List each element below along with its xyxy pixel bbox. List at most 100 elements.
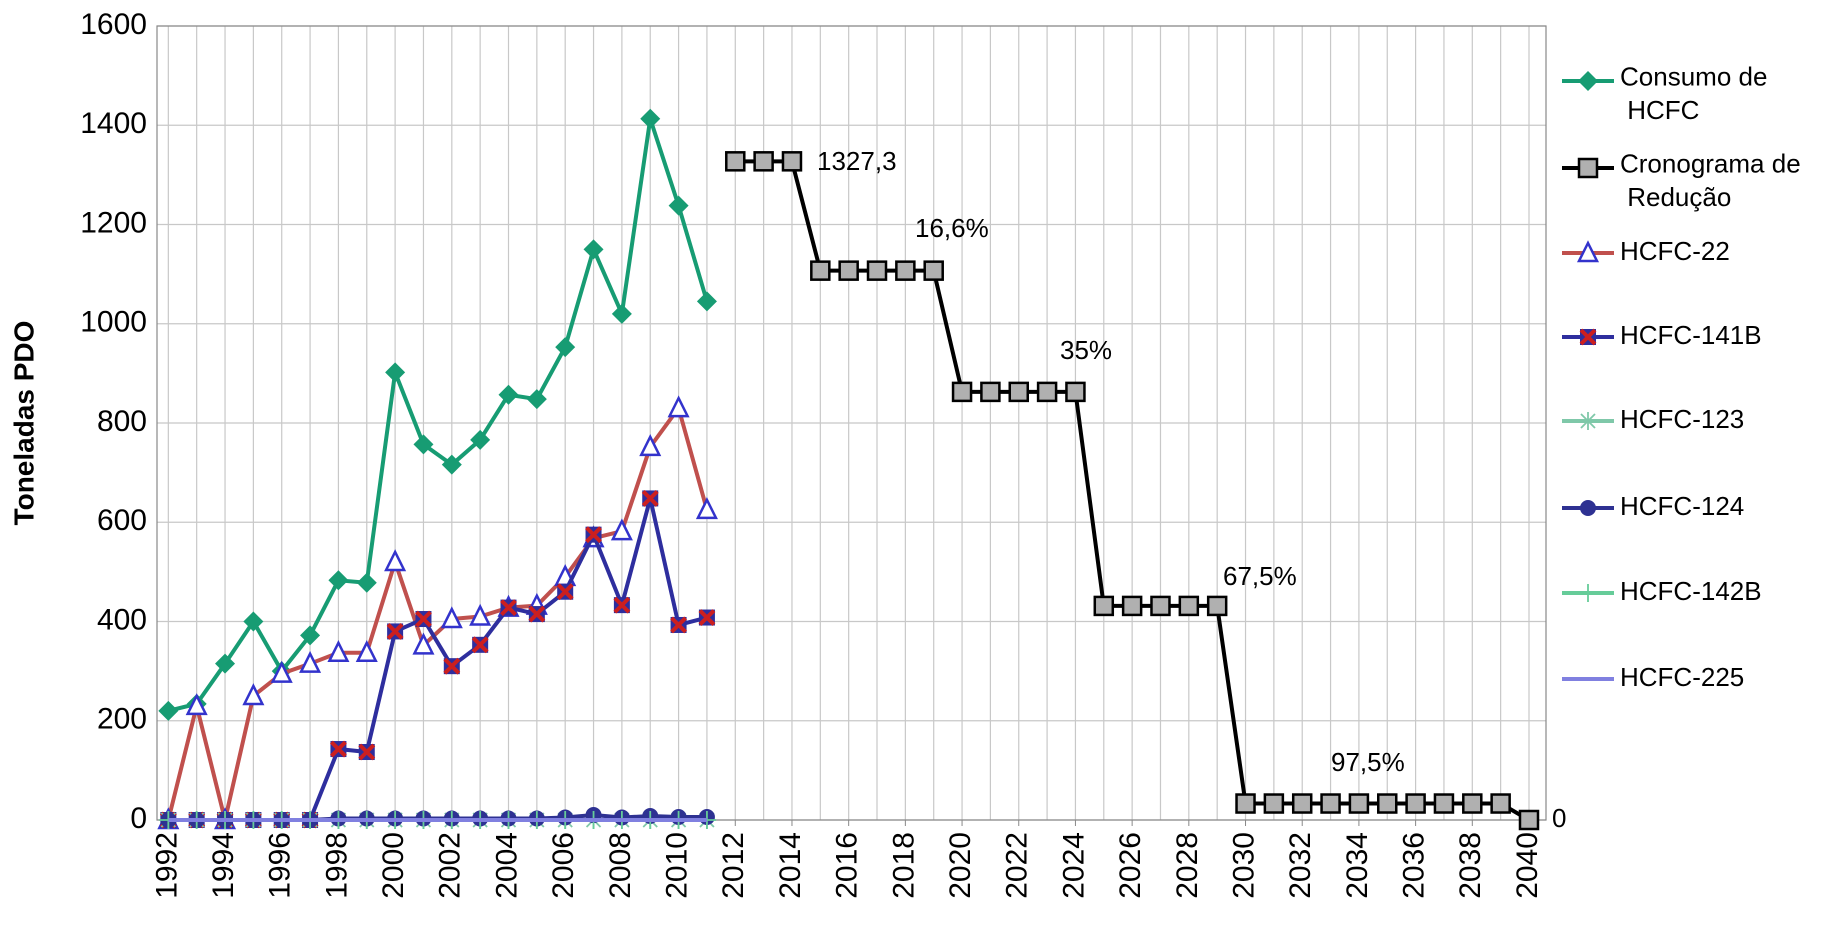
marker (242, 683, 265, 706)
marker (1178, 595, 1200, 617)
x-tick-label: 2026 (1114, 832, 1147, 899)
marker (330, 740, 347, 758)
x-tick-label: 1992 (150, 832, 183, 899)
y-tick-label: 1200 (80, 206, 147, 239)
marker (670, 616, 687, 634)
marker (158, 700, 179, 721)
marker (555, 337, 576, 358)
marker (440, 606, 463, 629)
legend-marker (1579, 412, 1597, 430)
y-tick-label: 600 (97, 504, 147, 537)
x-tick-label: 2002 (434, 832, 467, 899)
y-tick-label: 1600 (80, 8, 147, 41)
marker (355, 639, 378, 663)
x-tick-label: 2030 (1227, 832, 1260, 899)
x-tick-label: 1998 (320, 832, 353, 899)
marker (725, 151, 746, 172)
annotation: 1327,3 (817, 146, 897, 176)
legend-marker (1576, 240, 1600, 263)
legend-marker (1579, 328, 1597, 346)
marker (585, 526, 602, 544)
marker (1065, 381, 1086, 403)
marker (1433, 793, 1455, 814)
marker (413, 434, 434, 455)
marker (358, 743, 376, 761)
marker (415, 610, 432, 628)
marker (526, 389, 547, 410)
y-tick-label: 0 (130, 802, 147, 835)
marker (980, 381, 1001, 403)
marker (556, 583, 574, 601)
x-tick-label: 1994 (207, 832, 240, 899)
y-tick-label: 1400 (80, 107, 147, 140)
x-tick-label: 2024 (1057, 832, 1090, 899)
x-tick-label: 2004 (490, 832, 523, 899)
marker-cross (585, 526, 602, 544)
marker (611, 303, 632, 324)
marker (1008, 381, 1029, 403)
x-tick-label: 2018 (887, 832, 920, 899)
marker (528, 605, 546, 623)
marker (641, 490, 659, 507)
marker (781, 151, 803, 172)
marker (866, 260, 888, 281)
marker (1462, 793, 1483, 814)
marker (610, 518, 633, 541)
legend-label: HCFC-22 (1620, 236, 1730, 266)
marker (1150, 595, 1171, 617)
legend-label: Cronograma de Redução (1620, 148, 1801, 212)
marker (613, 596, 631, 614)
legend-label: HCFC-141B (1620, 320, 1762, 350)
x-tick-label: 1996 (264, 832, 297, 899)
marker (243, 611, 264, 632)
marker (185, 693, 208, 716)
x-tick-label: 2016 (831, 832, 864, 899)
marker (1121, 595, 1143, 617)
marker (1377, 793, 1398, 814)
marker (1036, 381, 1058, 403)
annotation: 97,5% (1331, 747, 1405, 777)
marker (215, 653, 236, 674)
series-line (167, 116, 709, 713)
x-tick-label: 2034 (1341, 832, 1374, 899)
legend-label: Consumo de HCFC (1620, 61, 1767, 125)
legend-marker (1577, 157, 1599, 179)
marker (270, 660, 293, 683)
marker (696, 291, 717, 312)
marker-cross (556, 583, 574, 601)
marker (583, 239, 604, 260)
x-tick-label: 2010 (661, 832, 694, 899)
marker (1490, 793, 1511, 814)
marker (386, 623, 404, 640)
marker (1235, 793, 1256, 814)
marker (385, 362, 406, 383)
marker (1320, 793, 1341, 814)
legend-marker (1578, 71, 1598, 91)
marker (838, 260, 859, 281)
x-tick-label: 2028 (1171, 832, 1204, 899)
legend-label: HCFC-225 (1620, 662, 1744, 692)
marker (471, 636, 489, 654)
x-tick-label: 2022 (1001, 832, 1034, 899)
marker-cross (386, 623, 404, 640)
x-tick-label: 2014 (774, 832, 807, 899)
annotation: 0 (1552, 803, 1566, 833)
marker (498, 384, 519, 405)
marker (327, 639, 350, 663)
y-tick-label: 1000 (80, 306, 147, 339)
annotation: 35% (1060, 335, 1112, 365)
marker-cross (415, 610, 432, 628)
marker (895, 260, 916, 281)
marker-cross (670, 616, 687, 634)
annotation: 16,6% (915, 213, 989, 243)
series-line (168, 496, 708, 822)
marker (470, 429, 491, 450)
series-line (166, 406, 709, 822)
marker (1263, 793, 1285, 814)
x-tick-label: 2040 (1511, 832, 1544, 899)
marker-cross (1579, 328, 1597, 346)
marker (695, 497, 718, 520)
x-tick-label: 2032 (1284, 832, 1317, 899)
marker (1518, 809, 1540, 831)
